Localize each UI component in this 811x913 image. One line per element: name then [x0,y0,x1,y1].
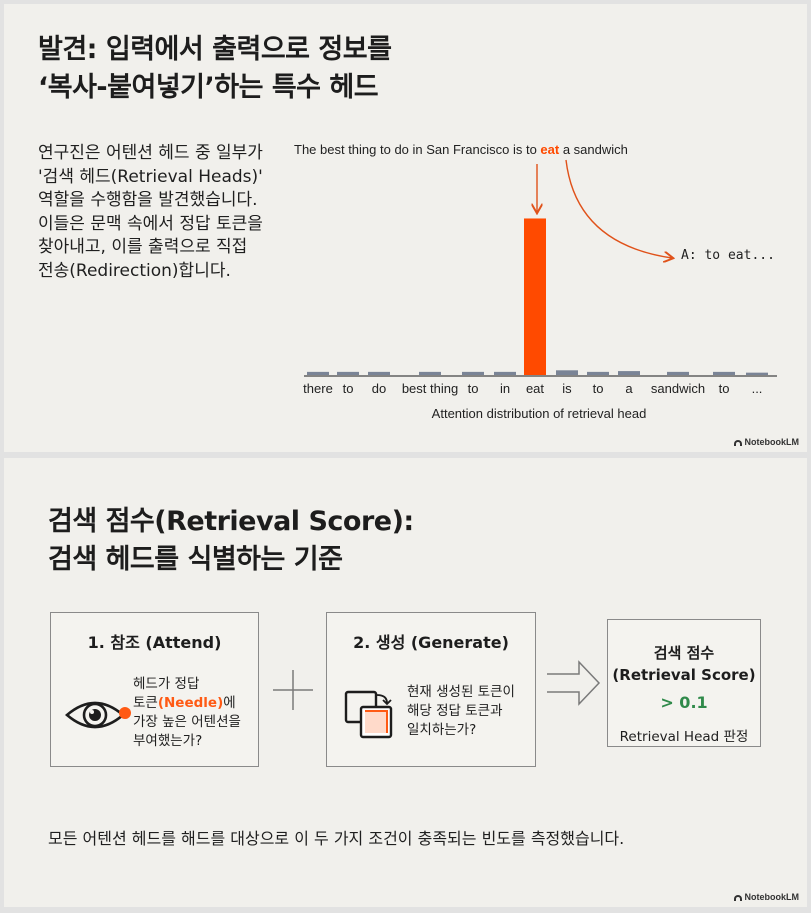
body-line: 연구진은 어텐션 헤드 중 일부가 [38,143,263,163]
attend-desc-line: 헤드가 정답 [133,676,200,692]
chart-bar-highlight [524,218,546,375]
chart-tick-label: sandwich [651,381,705,396]
slide2-title-line2: 검색 헤드를 식별하는 기준 [48,544,343,575]
notebooklm-logo-icon [733,439,742,446]
chart-tick-label: to [593,381,604,396]
score-judgement: Retrieval Head 판정 [619,729,749,745]
model-answer-output: A: to eat... [681,248,775,263]
copy-icon [344,690,393,739]
slide1-title: 발견: 입력에서 출력으로 정보를 ‘복사-붙여넣기’하는 특수 헤드 [38,31,778,107]
score-title-line2: (Retrieval Score) [612,666,756,684]
chart-bar [667,371,689,375]
chart-bars [307,218,768,375]
generate-desc-line: 현재 생성된 토큰이 [407,684,515,700]
caption-before: The best thing to do in San Francisco is… [294,142,541,157]
chart-bar [419,371,441,375]
chart-bar [307,371,329,375]
chart-bar [462,371,484,375]
chart-bar [618,371,640,375]
chart-tick-label: best thing [402,381,458,396]
attend-desc-line: 가장 높은 어텐션을 [133,714,241,730]
chart-tick-label: in [500,381,510,396]
chart-tick-label: there [303,381,333,396]
notebooklm-logo-icon [733,894,742,901]
chart-tick-label: to [719,381,730,396]
caption-highlight-token: eat [540,142,560,157]
chart-bar [746,372,768,375]
chart-tick-label: do [372,381,386,396]
attend-desc-line: 부여했는가? [133,733,203,749]
body-line: 이들은 문맥 속에서 정답 토큰을 [38,213,263,234]
eye-icon [65,701,131,729]
slide-retrieval-score: 검색 점수(Retrieval Score): 검색 헤드를 식별하는 기준 1… [4,458,807,907]
generate-desc-line: 해당 정답 토큰과 [407,703,503,719]
body-line: '검색 헤드(Retrieval Heads)' [38,166,263,187]
slide-retrieval-heads-discovery: 발견: 입력에서 출력으로 정보를 ‘복사-붙여넣기’하는 특수 헤드 연구진은… [4,4,807,452]
needle-highlight: (Needle) [157,695,224,711]
chart-tick-label: a [625,381,633,396]
chart-tick-label: eat [526,381,544,396]
chart-bar [368,371,390,375]
attention-bar-chart: there to do best thing to in eat is to a sandwich t… [303,159,777,396]
generate-desc-line: 일치하는가? [407,722,477,738]
generate-criterion-box: 2. 생성 (Generate) 현재 생성된 토큰이 해당 정답 토큰과 일치… [326,612,536,767]
generate-title: 2. 생성 (Generate) [353,633,509,652]
chart-bar [494,371,516,375]
retrieval-score-box: 검색 점수 (Retrieval Score) > 0.1 Retrieval … [607,619,761,747]
caption-to-answer-arrow [565,159,672,258]
brand-label: NotebookLM [744,892,800,902]
chart-tick-label: to [468,381,479,396]
attend-title: 1. 참조 (Attend) [87,633,222,652]
body-line: 찾아내고, 이를 출력으로 직접 [38,237,248,257]
chart-x-axis-label: Attention distribution of retrieval head [431,406,647,421]
chart-tick-labels: there to do best thing to in eat is to a sandwich t… [303,381,762,396]
attend-desc-token: 토큰 [133,695,158,711]
score-title-line1: 검색 점수 [653,644,715,662]
slide2-footer-text: 모든 어텐션 헤드를 해드를 대상으로 이 두 가지 조건이 충족되는 빈도를 … [48,829,625,848]
brand-notebooklm: NotebookLM [733,892,800,902]
plus-icon [273,670,313,710]
attend-description: 헤드가 정답 토큰(Needle)에 가장 높은 어텐션을 부여했는가? [133,675,258,751]
chart-bar [713,371,735,375]
generate-description: 현재 생성된 토큰이 해당 정답 토큰과 일치하는가? [407,683,532,740]
body-line: 전송(Redirection)합니다. [38,260,231,281]
double-arrow-right-icon [547,660,601,706]
slide2-title-line1: 검색 점수(Retrieval Score): [48,506,414,537]
slide1-title-line2: ‘복사-붙여넣기’하는 특수 헤드 [38,72,379,103]
attend-criterion-box: 1. 참조 (Attend) 헤드가 정답 토큰(Needle)에 가장 높은 … [50,612,259,767]
score-threshold: > 0.1 [660,693,708,712]
brand-label: NotebookLM [744,437,800,447]
chart-bar [337,371,359,375]
attend-desc-suffix: 에 [223,695,236,711]
chart-input-sentence: The best thing to do in San Francisco is… [294,142,628,157]
brand-notebooklm: NotebookLM [733,437,800,447]
slide1-body: 연구진은 어텐션 헤드 중 일부가 '검색 헤드(Retrieval Heads… [38,142,288,283]
attend-desc-line: 토큰(Needle)에 [133,694,258,713]
chart-bar [587,371,609,375]
chart-tick-label: to [343,381,354,396]
chart-tick-label: ... [752,381,763,396]
chart-bar [556,370,578,375]
score-title: 검색 점수 (Retrieval Score) [608,642,760,686]
slide2-title: 검색 점수(Retrieval Score): 검색 헤드를 식별하는 기준 [48,503,788,579]
slide1-title-line1: 발견: 입력에서 출력으로 정보를 [38,34,392,65]
caption-after: a sandwich [559,142,628,157]
chart-tick-label: is [562,381,572,396]
body-line: 역할을 수행함을 발견했습니다. [38,190,258,210]
